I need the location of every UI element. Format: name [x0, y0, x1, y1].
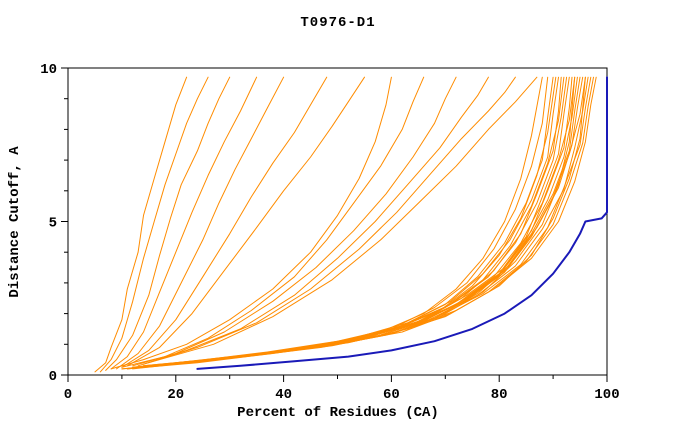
model-curve — [148, 76, 581, 367]
x-tick-label: 40 — [275, 387, 292, 403]
model-curve — [126, 76, 557, 370]
model-curve — [164, 76, 594, 365]
model-curve — [110, 76, 392, 370]
model-curve — [137, 76, 489, 367]
data-series — [94, 76, 608, 373]
model-curve — [121, 76, 328, 368]
model-curve — [164, 76, 576, 365]
reference-curve — [196, 76, 608, 370]
model-curve — [132, 76, 586, 368]
x-tick-label: 20 — [167, 387, 184, 403]
model-curve — [153, 76, 573, 367]
model-curve — [121, 76, 425, 368]
model-curve — [126, 76, 365, 367]
model-curve — [143, 76, 554, 368]
x-tick-label: 0 — [64, 387, 72, 403]
model-curve — [110, 76, 258, 370]
model-curve — [143, 76, 570, 367]
model-curve — [116, 76, 285, 370]
model-curve — [137, 76, 578, 368]
model-curve — [148, 76, 538, 364]
model-curve — [132, 76, 457, 367]
model-curve — [143, 76, 516, 365]
x-tick-label: 100 — [594, 387, 619, 403]
model-curve — [105, 76, 231, 371]
y-tick-label: 5 — [49, 216, 57, 232]
model-curve — [137, 76, 559, 368]
model-curve — [143, 76, 589, 367]
x-tick-label: 80 — [491, 387, 508, 403]
model-curve — [99, 76, 209, 373]
y-tick-label: 10 — [40, 62, 57, 78]
model-curve — [132, 76, 549, 370]
model-curve — [175, 76, 586, 364]
chart-title: T0976-D1 — [300, 15, 375, 31]
x-tick-label: 60 — [383, 387, 400, 403]
axis-ticks: 0 20 40 60 80 100 0 5 10 — [40, 62, 619, 403]
x-axis-label: Percent of Residues (CA) — [237, 405, 439, 421]
y-tick-label: 0 — [49, 369, 57, 385]
model-curve — [121, 76, 565, 370]
model-curve — [94, 76, 188, 373]
y-axis-label: Distance Cutoff, A — [7, 146, 23, 298]
model-curve — [132, 76, 568, 368]
